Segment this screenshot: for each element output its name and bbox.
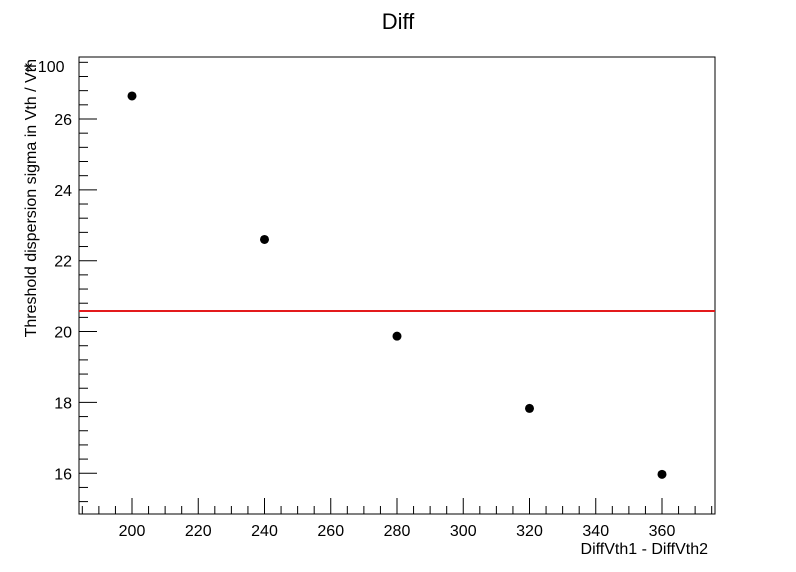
data-point	[657, 469, 667, 479]
y-tick-label: 24	[54, 183, 72, 200]
plot-frame	[78, 56, 716, 515]
data-point	[260, 234, 269, 244]
data-points	[127, 91, 667, 479]
x-tick-label: 280	[384, 523, 411, 540]
plot-frame-border	[78, 56, 716, 515]
y-axis-multiplier: × 100	[24, 59, 65, 76]
y-tick-label: 16	[54, 466, 72, 483]
y-tick-label: 22	[54, 254, 72, 271]
x-tick-label: 240	[251, 523, 278, 540]
x-axis: 200 220 240 260 280 300 320 340 360	[81, 498, 713, 540]
y-tick-label: 18	[54, 395, 72, 412]
data-point	[525, 403, 534, 413]
x-tick-label: 340	[582, 523, 609, 540]
x-tick-label: 360	[649, 523, 676, 540]
data-point	[127, 91, 137, 101]
x-tick-label: 200	[119, 523, 146, 540]
x-tick-label: 320	[516, 523, 543, 540]
x-axis-label: DiffVth1 - DiffVth2	[581, 541, 709, 558]
x-tick-label: 300	[450, 523, 477, 540]
y-tick-label: 26	[54, 112, 72, 129]
x-tick-label: 260	[317, 523, 344, 540]
y-tick-label: 20	[54, 325, 72, 342]
y-axis-label: Threshold dispersion sigma in Vth / Vth	[23, 59, 40, 337]
chart-title: Diff	[382, 9, 415, 34]
x-tick-label: 220	[185, 523, 212, 540]
y-axis: 16 18 20 22 24 26	[54, 61, 97, 503]
data-point	[392, 331, 402, 341]
